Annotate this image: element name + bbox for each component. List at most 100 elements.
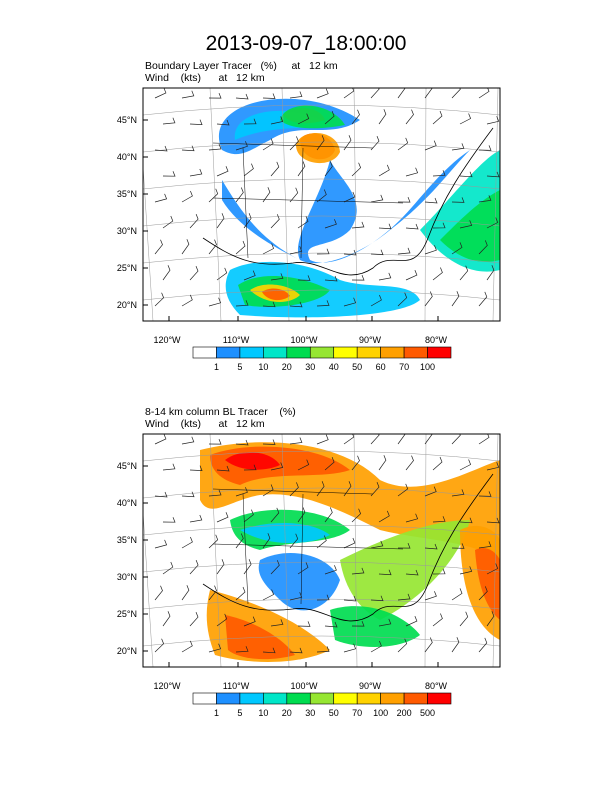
- wind-barb: [208, 489, 222, 497]
- colorbar-swatch: [403, 692, 428, 705]
- wind-barb: [424, 486, 437, 497]
- wind-barb: [351, 455, 360, 471]
- colorbar-label: 200: [397, 708, 412, 718]
- coastline: [202, 473, 494, 622]
- wind-barb: [243, 118, 257, 125]
- wind-barb: [216, 166, 229, 177]
- wind-barb: [297, 275, 311, 281]
- wind-barb: [451, 489, 465, 497]
- wind-barb: [324, 456, 335, 471]
- wind-barb: [208, 643, 222, 653]
- tracer-contour-2: [225, 452, 280, 470]
- colorbar-label: 1: [214, 708, 219, 718]
- wind-barb: [154, 88, 167, 99]
- x-tick-label: 90°W: [359, 681, 382, 691]
- wind-barb: [297, 621, 311, 627]
- wind-barb: [370, 294, 382, 307]
- wind-barb: [316, 189, 327, 203]
- tracer-contour-8: [475, 548, 500, 620]
- wind-barb: [343, 643, 357, 653]
- wind-barb: [397, 247, 411, 255]
- longitude-line: [281, 88, 290, 321]
- wind-barb: [478, 541, 492, 549]
- wind-barb: [351, 567, 365, 575]
- wind-barb: [262, 484, 274, 497]
- y-tick-label: 20°N: [117, 300, 137, 310]
- wind-barb: [216, 267, 228, 281]
- wind-barb: [405, 167, 419, 177]
- wind-barb: [405, 513, 419, 523]
- wind-barb: [432, 267, 443, 281]
- wind-barb: [370, 540, 384, 549]
- wind-barb: [378, 618, 392, 627]
- wind-barb: [316, 300, 330, 307]
- wind-barb: [397, 137, 409, 151]
- wind-barb: [478, 240, 488, 255]
- wind-barb: [297, 113, 310, 125]
- latitude-line: [143, 141, 500, 153]
- panel-2: 120°W 110°W 100°W 90°W 80°W 45°N 40°N 35°N 30°N 2…: [117, 433, 501, 718]
- state-borders: [212, 488, 404, 605]
- wind-barb: [162, 215, 174, 229]
- wind-barb: [459, 566, 473, 575]
- y-tick-label: 30°N: [117, 572, 137, 582]
- wind-barb: [181, 536, 193, 549]
- map-field: [143, 434, 500, 667]
- wind-barb: [351, 221, 365, 229]
- colorbar-label: 100: [373, 708, 388, 718]
- wind-barb: [189, 213, 199, 229]
- wind-barb: [243, 616, 256, 627]
- tracer-contour-11: [330, 606, 420, 647]
- wind-barb: [154, 491, 168, 498]
- longitude-line: [143, 507, 154, 667]
- wind-barb: [343, 537, 356, 549]
- wind-barb: [208, 92, 222, 99]
- wind-barb: [216, 512, 229, 523]
- wind-barb: [208, 534, 219, 549]
- colorbar-label: 5: [237, 362, 242, 372]
- wind-barb: [351, 162, 362, 177]
- wind-barb: [297, 459, 310, 471]
- wind-barb: [378, 164, 390, 177]
- wind-barb: [432, 568, 446, 575]
- colorbar-swatch: [192, 692, 217, 705]
- colorbar-label: 50: [329, 708, 339, 718]
- wind-barb: [397, 638, 408, 653]
- wind-barb: [235, 646, 249, 653]
- wind-barb: [162, 171, 176, 177]
- colorbar-label: 70: [399, 362, 409, 372]
- wind-barb: [370, 595, 384, 602]
- latitude-line: [143, 487, 500, 499]
- wind-barb: [270, 161, 280, 177]
- y-tick-label: 35°N: [117, 189, 137, 199]
- wind-barb: [216, 465, 230, 472]
- colorbar-label: 30: [305, 362, 315, 372]
- longitude-line: [492, 88, 499, 321]
- wind-barb: [181, 640, 193, 653]
- coastline: [202, 127, 494, 276]
- wind-barb: [235, 439, 249, 446]
- wind-barb: [235, 487, 248, 497]
- wind-barb: [459, 220, 473, 229]
- wind-barb: [451, 143, 465, 151]
- wind-barb: [343, 88, 355, 99]
- wind-barb: [405, 269, 418, 281]
- wind-barb: [289, 187, 299, 203]
- panel2-title-line1: 8-14 km column BL Tracer (%): [145, 406, 296, 418]
- wind-barb: [262, 187, 271, 203]
- wind-barb: [162, 117, 176, 125]
- wind-barb: [208, 239, 217, 255]
- wind-barb: [270, 507, 280, 523]
- wind-barb: [235, 187, 244, 203]
- latitude-line: [143, 252, 500, 264]
- wind-barb: [324, 110, 335, 125]
- colorbar-swatch: [263, 692, 288, 705]
- wind-barb: [316, 248, 330, 255]
- wind-barb: [243, 559, 252, 575]
- latitude-line: [143, 450, 500, 462]
- wind-barb: [397, 542, 411, 549]
- wind-barb: [289, 437, 303, 445]
- wind-barb: [208, 585, 217, 601]
- wind-barb: [351, 620, 365, 627]
- wind-barb: [343, 481, 352, 497]
